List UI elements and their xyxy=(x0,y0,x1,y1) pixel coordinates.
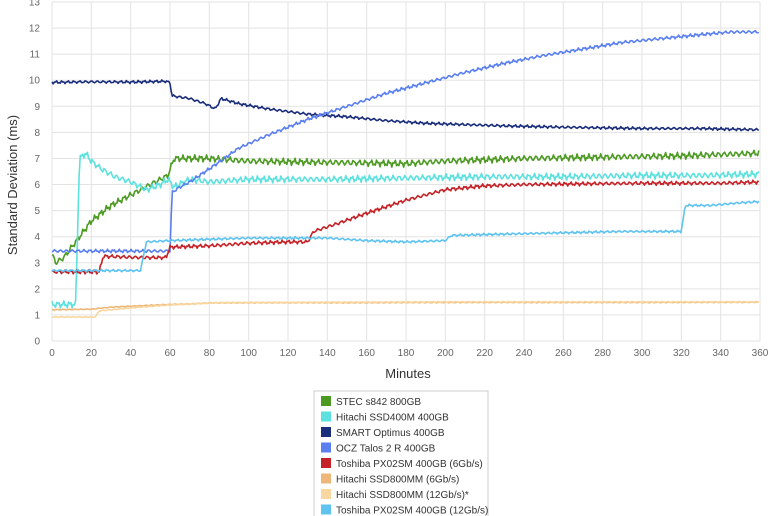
x-tick-label: 120 xyxy=(280,348,297,359)
y-tick-label: 12 xyxy=(29,24,41,35)
legend-entry: Hitachi SSD800MM (6Gb/s) xyxy=(336,475,459,486)
x-tick-label: 60 xyxy=(164,348,176,359)
legend-swatch xyxy=(321,458,331,468)
x-tick-label: 180 xyxy=(398,348,415,359)
x-tick-label: 160 xyxy=(358,348,375,359)
legend-swatch xyxy=(321,489,331,499)
legend-entry: Toshiba PX02SM 400GB (12Gb/s) xyxy=(336,506,488,516)
legend-swatch xyxy=(321,504,331,515)
x-tick-label: 360 xyxy=(752,348,769,359)
y-tick-label: 6 xyxy=(34,180,40,191)
x-axis-ticks: 0 20 40 60 80 100 120 140 160 180 200 220 240 260 280 3… xyxy=(49,348,769,359)
series-line-3 xyxy=(51,79,760,132)
x-tick-label: 80 xyxy=(204,348,216,359)
y-tick-label: 1 xyxy=(34,310,40,321)
y-tick-label: 3 xyxy=(34,258,40,269)
grid xyxy=(51,1,761,342)
y-tick-label: 13 xyxy=(29,0,41,9)
x-tick-label: 40 xyxy=(125,348,137,359)
series-line-4 xyxy=(51,29,759,254)
y-tick-label: 0 xyxy=(34,337,40,348)
legend-entry: SMART Optimus 400GB xyxy=(336,428,445,439)
legend-entry: Hitachi SSD400M 400GB xyxy=(336,413,449,424)
x-axis-label: Minutes xyxy=(385,366,431,381)
series-lines xyxy=(51,29,760,319)
legend-swatch xyxy=(321,396,331,406)
series-line-1 xyxy=(51,149,760,265)
legend-swatch xyxy=(321,411,331,422)
legend-swatch xyxy=(321,442,331,453)
series-line-2 xyxy=(51,151,760,309)
legend-entry: Toshiba PX02SM 400GB (6Gb/s) xyxy=(336,459,483,470)
series-line-8 xyxy=(51,199,760,273)
x-tick-label: 20 xyxy=(86,348,98,359)
x-tick-label: 340 xyxy=(712,348,729,359)
y-tick-label: 8 xyxy=(34,128,40,139)
y-tick-label: 11 xyxy=(30,50,41,61)
y-axis-label: Standard Deviation (ms) xyxy=(5,115,20,255)
x-tick-label: 320 xyxy=(673,348,690,359)
legend-swatch xyxy=(321,473,331,484)
y-tick-label: 5 xyxy=(34,206,40,217)
x-tick-label: 100 xyxy=(240,348,257,359)
x-tick-label: 220 xyxy=(476,348,493,359)
legend-box xyxy=(313,390,489,516)
x-tick-label: 280 xyxy=(594,348,611,359)
legend: STEC s842 800GB Hitachi SSD400M 400GB SMAR… xyxy=(313,390,489,516)
legend-entry: Hitachi SSD800MM (12Gb/s)* xyxy=(336,490,469,501)
x-tick-label: 200 xyxy=(437,348,454,359)
series-line-7 xyxy=(51,300,759,319)
y-tick-label: 2 xyxy=(34,284,40,295)
x-tick-label: 300 xyxy=(634,348,651,359)
legend-entry: OCZ Talos 2 R 400GB xyxy=(336,444,436,455)
y-tick-label: 9 xyxy=(34,102,40,113)
y-tick-label: 7 xyxy=(34,154,40,165)
x-tick-label: 260 xyxy=(555,348,572,359)
legend-swatch xyxy=(321,427,331,437)
series-line-5 xyxy=(51,179,760,275)
legend-entry: STEC s842 800GB xyxy=(336,397,421,408)
y-tick-label: 10 xyxy=(29,76,41,87)
x-tick-label: 140 xyxy=(319,348,336,359)
x-tick-label: 0 xyxy=(49,348,55,359)
x-tick-label: 240 xyxy=(516,348,533,359)
y-tick-label: 4 xyxy=(34,232,40,243)
